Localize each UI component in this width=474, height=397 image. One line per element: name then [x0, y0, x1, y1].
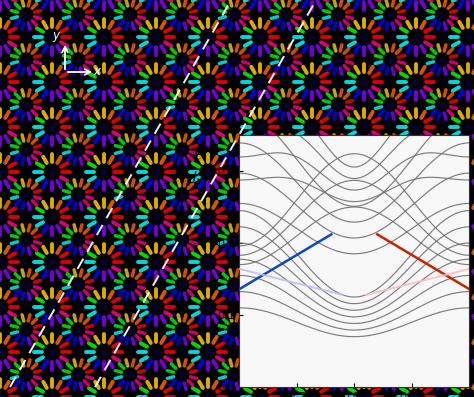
Text: $\mathcal{E}$: $\mathcal{E}$: [192, 148, 203, 163]
Text: $y$: $y$: [52, 30, 62, 44]
Text: $x$: $x$: [93, 65, 103, 78]
Text: $\overline{JS}$: $\overline{JS}$: [190, 168, 206, 186]
